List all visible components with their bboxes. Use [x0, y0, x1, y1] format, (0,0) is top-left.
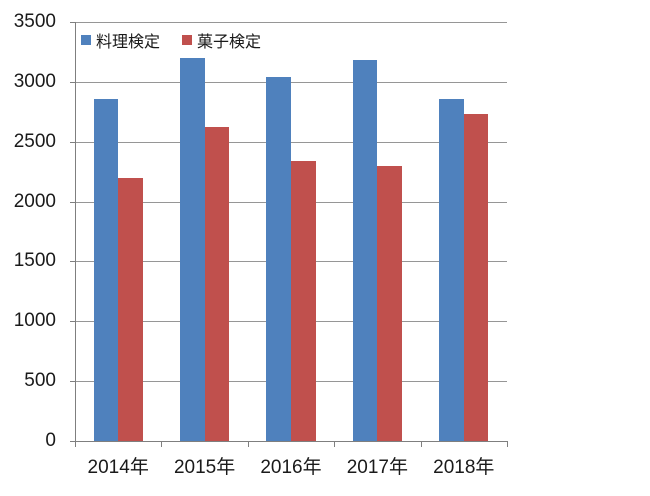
x-axis-label-2015年: 2015年 — [173, 457, 236, 478]
legend-label-series2: 菓子検定 — [197, 34, 262, 51]
legend-label-series1: 料理検定 — [96, 34, 161, 51]
bar-料理検定-2014年 — [93, 98, 119, 441]
y-axis-tick-2500 — [70, 141, 75, 143]
y-axis-label-500: 500 — [24, 370, 56, 392]
y-axis-tick-0 — [70, 441, 75, 442]
legend-swatch-red-icon — [182, 35, 193, 45]
x-axis-tick-3 — [334, 442, 336, 447]
x-axis-tick-5 — [507, 442, 508, 447]
gridline-3000 — [75, 81, 507, 83]
y-axis-tick-2000 — [70, 201, 75, 203]
x-axis-line — [75, 441, 508, 442]
y-axis-tick-500 — [70, 381, 75, 383]
y-axis-label-1500: 1500 — [13, 250, 56, 272]
bar-料理検定-2016年 — [266, 77, 291, 441]
chart-legend: 料理検定 菓子検定 — [81, 28, 261, 52]
bar-菓子検定-2016年 — [291, 160, 316, 441]
x-axis-tick-2 — [247, 442, 249, 447]
y-axis-label-1000: 1000 — [13, 310, 56, 332]
x-axis-label-2018年: 2018年 — [433, 457, 495, 478]
x-axis-tick-0 — [75, 442, 76, 447]
x-axis-label-2014年: 2014年 — [87, 457, 149, 478]
legend-item-series1: 料理検定 — [81, 28, 160, 52]
y-axis-tick-3000 — [70, 81, 75, 83]
bar-菓子検定-2017年 — [377, 165, 403, 441]
bar-菓子検定-2018年 — [463, 114, 489, 441]
bar-料理検定-2017年 — [352, 60, 378, 441]
x-axis-tick-4 — [420, 442, 422, 447]
y-axis-label-2000: 2000 — [13, 190, 56, 212]
gridline-3500 — [75, 22, 507, 23]
y-axis-label-3000: 3000 — [13, 70, 56, 92]
bar-料理検定-2018年 — [439, 98, 464, 441]
y-axis-label-3500: 3500 — [13, 11, 56, 32]
y-axis-tick-1500 — [70, 261, 75, 263]
x-axis-label-2016年: 2016年 — [260, 457, 322, 478]
y-axis-tick-3500 — [70, 22, 75, 23]
bar-菓子検定-2014年 — [118, 177, 143, 441]
bar-料理検定-2015年 — [179, 57, 205, 441]
x-axis-label-2017年: 2017年 — [346, 457, 409, 478]
gridline-2500 — [75, 141, 507, 143]
bar-菓子検定-2015年 — [204, 127, 230, 441]
y-axis-line — [75, 22, 76, 441]
y-axis-tick-1000 — [70, 321, 75, 323]
y-axis-label-2500: 2500 — [13, 130, 56, 152]
legend-item-series2: 菓子検定 — [182, 28, 261, 52]
legend-swatch-blue-icon — [81, 35, 91, 45]
x-axis-tick-1 — [161, 442, 163, 447]
y-axis-label-0: 0 — [45, 430, 56, 451]
